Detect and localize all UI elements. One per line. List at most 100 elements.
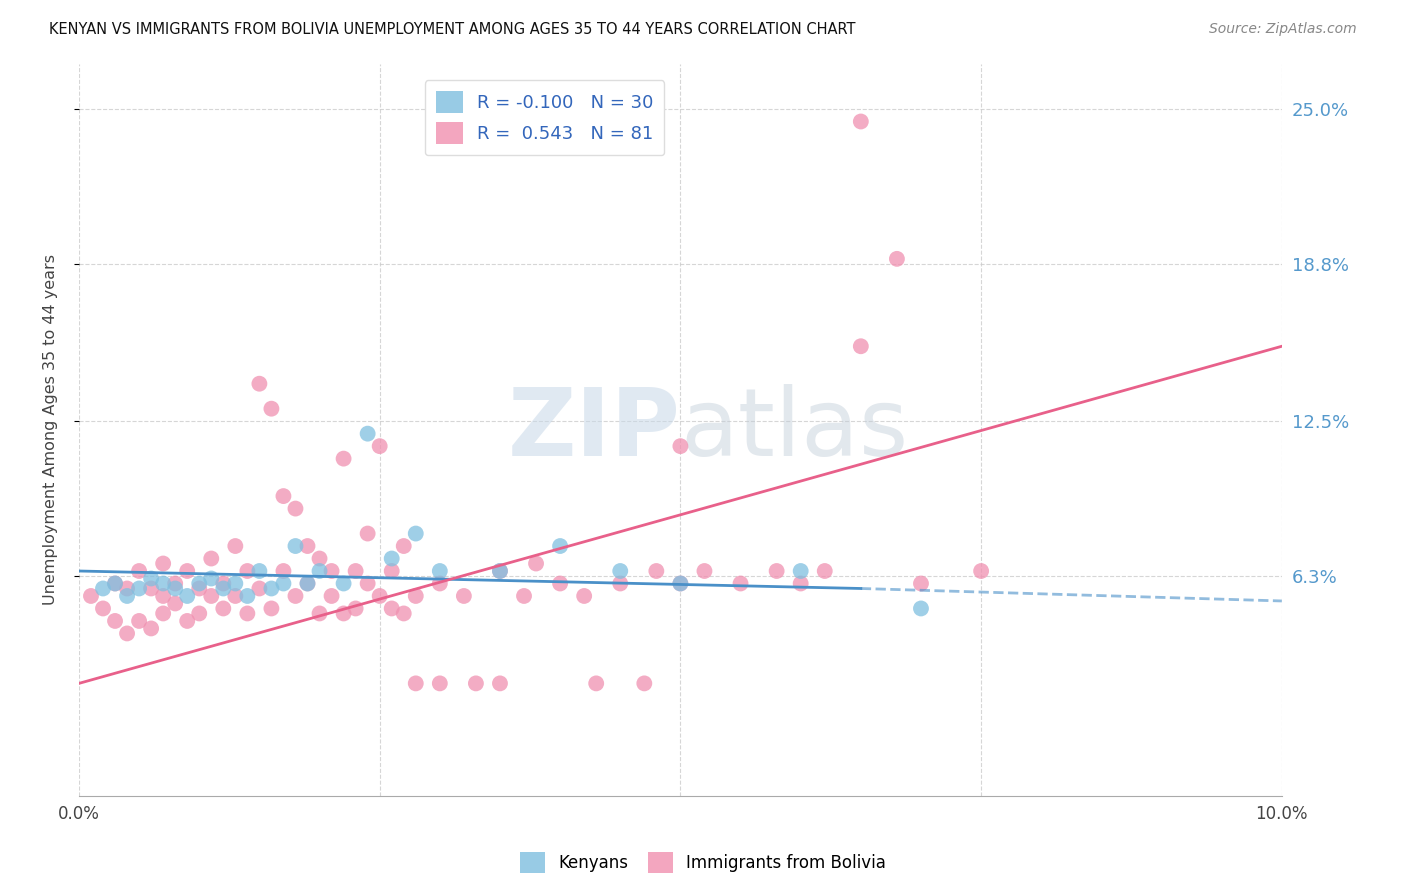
Point	[814, 564, 837, 578]
Point	[297, 576, 319, 591]
Point	[789, 576, 811, 591]
Point	[139, 622, 162, 636]
Point	[633, 676, 655, 690]
Point	[165, 582, 187, 596]
Point	[152, 576, 174, 591]
Point	[669, 576, 692, 591]
Point	[104, 576, 127, 591]
Point	[273, 564, 295, 578]
Point	[392, 539, 415, 553]
Point	[548, 539, 571, 553]
Point	[886, 252, 908, 266]
Legend: Kenyans, Immigrants from Bolivia: Kenyans, Immigrants from Bolivia	[513, 846, 893, 880]
Point	[765, 564, 787, 578]
Point	[297, 539, 319, 553]
Point	[645, 564, 668, 578]
Point	[152, 557, 174, 571]
Point	[489, 676, 512, 690]
Point	[321, 564, 343, 578]
Point	[910, 601, 932, 615]
Point	[429, 676, 451, 690]
Point	[260, 601, 283, 615]
Point	[247, 564, 270, 578]
Point	[284, 539, 307, 553]
Point	[247, 582, 270, 596]
Point	[392, 607, 415, 621]
Point	[165, 576, 187, 591]
Point	[970, 564, 993, 578]
Point	[669, 439, 692, 453]
Point	[200, 572, 222, 586]
Point	[236, 589, 259, 603]
Point	[200, 589, 222, 603]
Point	[572, 589, 595, 603]
Point	[308, 564, 330, 578]
Point	[849, 339, 872, 353]
Point	[524, 557, 547, 571]
Point	[381, 551, 404, 566]
Point	[224, 589, 246, 603]
Point	[152, 589, 174, 603]
Point	[176, 614, 198, 628]
Point	[260, 401, 283, 416]
Point	[405, 526, 427, 541]
Point	[128, 582, 150, 596]
Text: Source: ZipAtlas.com: Source: ZipAtlas.com	[1209, 22, 1357, 37]
Point	[308, 551, 330, 566]
Point	[308, 607, 330, 621]
Point	[464, 676, 486, 690]
Legend: R = -0.100   N = 30, R =  0.543   N = 81: R = -0.100 N = 30, R = 0.543 N = 81	[425, 80, 665, 155]
Point	[91, 601, 114, 615]
Point	[368, 589, 391, 603]
Point	[297, 576, 319, 591]
Point	[212, 601, 235, 615]
Point	[200, 551, 222, 566]
Point	[730, 576, 752, 591]
Point	[260, 582, 283, 596]
Point	[356, 576, 378, 591]
Point	[152, 607, 174, 621]
Point	[273, 576, 295, 591]
Point	[176, 589, 198, 603]
Point	[693, 564, 716, 578]
Point	[188, 607, 211, 621]
Point	[405, 676, 427, 690]
Point	[368, 439, 391, 453]
Point	[344, 564, 367, 578]
Point	[128, 614, 150, 628]
Point	[321, 589, 343, 603]
Point	[849, 114, 872, 128]
Point	[139, 572, 162, 586]
Text: atlas: atlas	[681, 384, 908, 476]
Point	[489, 564, 512, 578]
Point	[224, 576, 246, 591]
Point	[489, 564, 512, 578]
Point	[273, 489, 295, 503]
Point	[609, 576, 631, 591]
Point	[332, 576, 354, 591]
Point	[609, 564, 631, 578]
Point	[212, 576, 235, 591]
Point	[429, 564, 451, 578]
Point	[104, 614, 127, 628]
Point	[381, 601, 404, 615]
Point	[284, 501, 307, 516]
Point	[80, 589, 103, 603]
Point	[344, 601, 367, 615]
Point	[789, 564, 811, 578]
Point	[115, 582, 138, 596]
Point	[139, 582, 162, 596]
Point	[381, 564, 404, 578]
Point	[212, 582, 235, 596]
Point	[669, 576, 692, 591]
Point	[115, 626, 138, 640]
Point	[548, 576, 571, 591]
Y-axis label: Unemployment Among Ages 35 to 44 years: Unemployment Among Ages 35 to 44 years	[44, 254, 58, 606]
Point	[165, 597, 187, 611]
Point	[356, 526, 378, 541]
Point	[910, 576, 932, 591]
Point	[188, 576, 211, 591]
Point	[513, 589, 536, 603]
Point	[405, 589, 427, 603]
Point	[453, 589, 475, 603]
